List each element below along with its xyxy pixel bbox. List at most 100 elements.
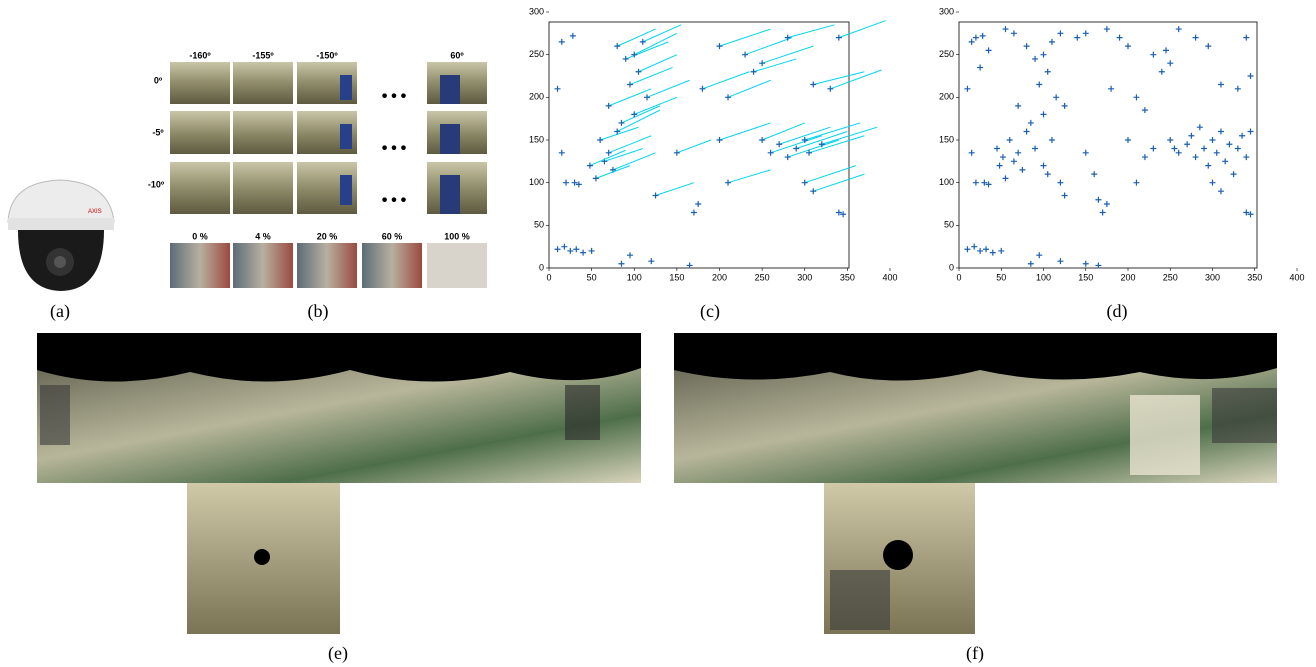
keypoint (1040, 111, 1047, 118)
keypoint (580, 249, 587, 256)
keypoint (827, 85, 834, 92)
y-tick-label: 300 (529, 6, 544, 16)
y-tick-label: 200 (939, 92, 954, 102)
keypoint (964, 246, 971, 253)
motion-vector (634, 96, 678, 115)
angle-label: -150º (316, 50, 338, 60)
keypoint (810, 188, 817, 195)
panel-label: (e) (328, 643, 348, 664)
ellipsis: ••• (380, 139, 408, 158)
keypoint (1082, 149, 1089, 156)
keypoint (1027, 260, 1034, 267)
angle-label: -160º (189, 50, 211, 60)
keypoint (622, 55, 629, 62)
keypoint (1023, 128, 1030, 135)
keypoint (1150, 51, 1157, 58)
motion-vector (804, 122, 861, 141)
x-tick-label: 50 (587, 272, 597, 282)
x-tick-label: 100 (627, 272, 642, 282)
motion-vector (779, 126, 831, 145)
zoom-label: 60 % (382, 231, 403, 241)
keypoint (1082, 30, 1089, 37)
keypoint (618, 260, 625, 267)
keypoint (968, 149, 975, 156)
y-tick-label: 150 (529, 134, 544, 144)
keypoint (801, 137, 808, 143)
thumbnail-grid (170, 62, 487, 288)
motion-vector (813, 71, 865, 86)
keypoint (1002, 175, 1009, 182)
motion-vector (796, 130, 848, 150)
keypoint (699, 85, 706, 92)
keypoint (1201, 145, 1208, 152)
panel-label: (d) (1107, 301, 1128, 322)
keypoint (1243, 209, 1250, 216)
keypoint (1015, 149, 1022, 156)
panel-label: (c) (700, 301, 720, 322)
keypoint (1209, 137, 1216, 143)
y-tick-label: 200 (529, 92, 544, 102)
motion-vector (599, 126, 639, 141)
keypoint (1036, 81, 1043, 88)
keypoint (1150, 145, 1157, 152)
keypoint (1222, 158, 1229, 165)
keypoint (626, 81, 633, 88)
motion-vector (616, 28, 656, 47)
keypoint (1061, 192, 1068, 199)
keypoint (690, 209, 697, 216)
keypoint (1057, 30, 1064, 37)
keypoint (573, 246, 580, 253)
panel-label: (b) (308, 301, 329, 322)
motion-vector (616, 109, 661, 132)
keypoint (618, 119, 625, 126)
keypoint (989, 249, 996, 256)
x-tick-label: 0 (546, 272, 551, 282)
keypoint (716, 137, 723, 143)
keypoint (554, 246, 561, 253)
tilt-label: -10º (148, 179, 165, 189)
keypoint (567, 247, 574, 254)
keypoint (1217, 128, 1224, 135)
keypoint (801, 179, 808, 186)
y-tick-label: 300 (939, 6, 954, 16)
keypoint (614, 128, 621, 135)
x-tick-label: 150 (669, 272, 684, 282)
panel-label: (a) (50, 301, 70, 322)
keypoint (1167, 60, 1174, 67)
motion-vector (804, 165, 857, 184)
motion-vector (830, 69, 882, 90)
keypoint (1171, 145, 1178, 152)
keypoint (626, 252, 633, 259)
keypoint (592, 175, 599, 182)
keypoint (1091, 171, 1098, 178)
keypoint (1158, 68, 1165, 75)
motion-vector (638, 54, 678, 73)
keypoint (631, 111, 638, 118)
keypoint (588, 247, 595, 254)
y-tick-label: 0 (949, 262, 954, 272)
motion-vector (719, 28, 771, 47)
x-tick-label: 400 (882, 272, 897, 282)
motion-vector (787, 139, 840, 158)
keypoint (652, 192, 659, 199)
keypoint (1027, 119, 1034, 126)
motion-vector (655, 182, 695, 196)
keypoint (1234, 145, 1241, 152)
keypoint (1192, 154, 1199, 161)
motion-vector (676, 139, 712, 154)
keypoint (1032, 55, 1039, 62)
keypoint (1002, 26, 1009, 33)
x-tick-label: 300 (797, 272, 812, 282)
keypoint (673, 149, 680, 156)
keypoint (793, 145, 800, 152)
keypoint (1006, 137, 1013, 143)
image-frame (958, 21, 1258, 269)
keypoint (1217, 188, 1224, 195)
keypoint (1048, 38, 1055, 45)
keypoint (998, 247, 1005, 254)
x-tick-label: 200 (712, 272, 727, 282)
keypoint (985, 181, 992, 188)
keypoint (1040, 51, 1047, 58)
panorama-f (674, 333, 1277, 634)
